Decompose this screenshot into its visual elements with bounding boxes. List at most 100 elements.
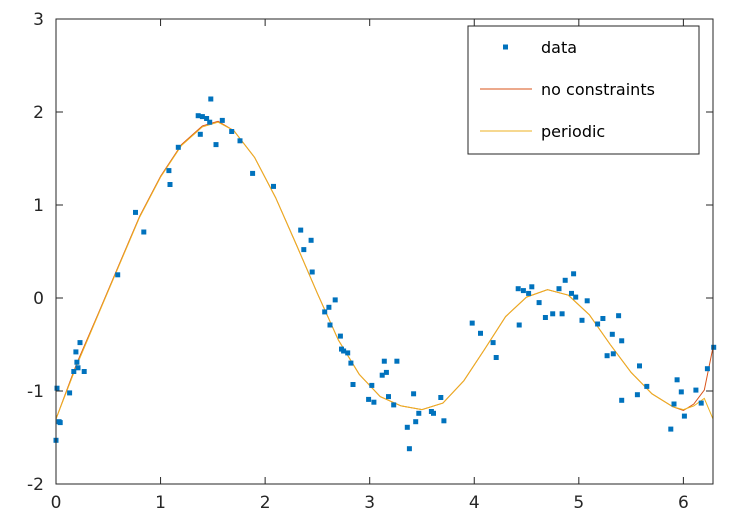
- data-point: [559, 311, 565, 317]
- data-point: [609, 331, 615, 337]
- data-point: [326, 304, 332, 310]
- data-point: [438, 395, 444, 400]
- data-point: [693, 387, 699, 393]
- data-point: [595, 321, 601, 327]
- x-tick-label: 4: [469, 493, 480, 513]
- data-point: [391, 402, 397, 408]
- data-point: [619, 338, 625, 344]
- data-point: [366, 396, 372, 402]
- data-point: [383, 369, 389, 375]
- data-point: [369, 382, 375, 388]
- data-point: [350, 382, 356, 387]
- x-tick-label: 6: [678, 493, 689, 513]
- data-point: [711, 344, 717, 350]
- data-point: [73, 349, 79, 355]
- data-point: [371, 399, 377, 405]
- data-point: [478, 330, 483, 336]
- y-tick-label: 1: [33, 196, 44, 216]
- data-point: [195, 113, 201, 119]
- data-point: [529, 284, 535, 290]
- data-point: [237, 138, 243, 144]
- legend-label: data: [541, 38, 577, 57]
- data-point: [674, 377, 680, 383]
- data-point: [394, 358, 400, 364]
- data-point: [556, 286, 562, 292]
- data-point: [197, 131, 203, 137]
- data-point: [327, 322, 333, 328]
- data-point: [515, 286, 521, 292]
- data-point: [542, 315, 548, 320]
- data-point: [616, 313, 622, 319]
- legend: data no constraints periodic: [467, 25, 700, 155]
- x-tick-label: 1: [155, 493, 166, 513]
- data-point: [71, 369, 77, 374]
- data-point: [634, 392, 640, 398]
- data-point: [681, 413, 687, 419]
- data-point: [167, 182, 173, 187]
- data-point: [610, 351, 616, 357]
- data-point: [600, 316, 606, 321]
- data-point: [441, 418, 447, 424]
- data-point: [704, 366, 710, 372]
- y-tick-label: -1: [27, 382, 44, 402]
- data-point: [604, 353, 610, 359]
- legend-swatch: [503, 44, 508, 50]
- data-point: [208, 96, 214, 102]
- x-tick-label: 2: [260, 493, 271, 513]
- data-point: [571, 271, 577, 277]
- data-point: [204, 116, 210, 121]
- data-point: [271, 183, 276, 189]
- lines-layer: [55, 120, 714, 420]
- data-point: [536, 300, 542, 306]
- data-point: [298, 227, 304, 233]
- data-point: [637, 363, 642, 369]
- data-point: [345, 350, 351, 356]
- legend-label: no constraints: [541, 80, 655, 99]
- data-point: [379, 372, 385, 378]
- data-point: [199, 114, 205, 120]
- data-point: [67, 390, 73, 396]
- data-point: [81, 369, 87, 374]
- data-point: [573, 294, 579, 300]
- data-point: [562, 277, 568, 283]
- data-point: [57, 420, 63, 426]
- data-point: [416, 410, 422, 416]
- data-point: [569, 290, 574, 296]
- data-point: [213, 142, 219, 148]
- data-point: [175, 144, 181, 150]
- data-point: [698, 400, 704, 406]
- x-tick-label: 0: [51, 493, 62, 513]
- series-line-periodic: [55, 121, 714, 420]
- data-point: [348, 360, 354, 366]
- data-point: [322, 309, 328, 315]
- y-tick-label: 3: [33, 10, 44, 30]
- data-point: [219, 117, 225, 123]
- data-point: [619, 397, 625, 403]
- x-tick-label: 5: [573, 493, 584, 513]
- data-point: [332, 297, 338, 303]
- data-point: [207, 119, 213, 125]
- data-point: [386, 394, 391, 400]
- data-point: [250, 170, 256, 176]
- data-point: [413, 419, 419, 425]
- data-point: [411, 391, 417, 397]
- data-point: [526, 290, 532, 296]
- data-point: [431, 410, 436, 416]
- data-point: [341, 348, 347, 354]
- data-point: [337, 333, 343, 339]
- data-point: [668, 426, 674, 432]
- data-point: [678, 389, 684, 395]
- data-point: [550, 311, 556, 317]
- data-point: [490, 340, 496, 346]
- data-point: [469, 320, 475, 326]
- data-point: [406, 446, 412, 452]
- data-point: [644, 383, 650, 389]
- data-point: [133, 209, 138, 215]
- axes-layer: 0 1 2 3 4 5 6 -2 -1 0 1 2 3: [27, 10, 714, 513]
- y-tick-label: -2: [27, 475, 44, 495]
- data-point: [579, 317, 585, 323]
- data-point: [77, 340, 83, 346]
- data-point: [54, 385, 60, 391]
- data-point: [584, 298, 590, 304]
